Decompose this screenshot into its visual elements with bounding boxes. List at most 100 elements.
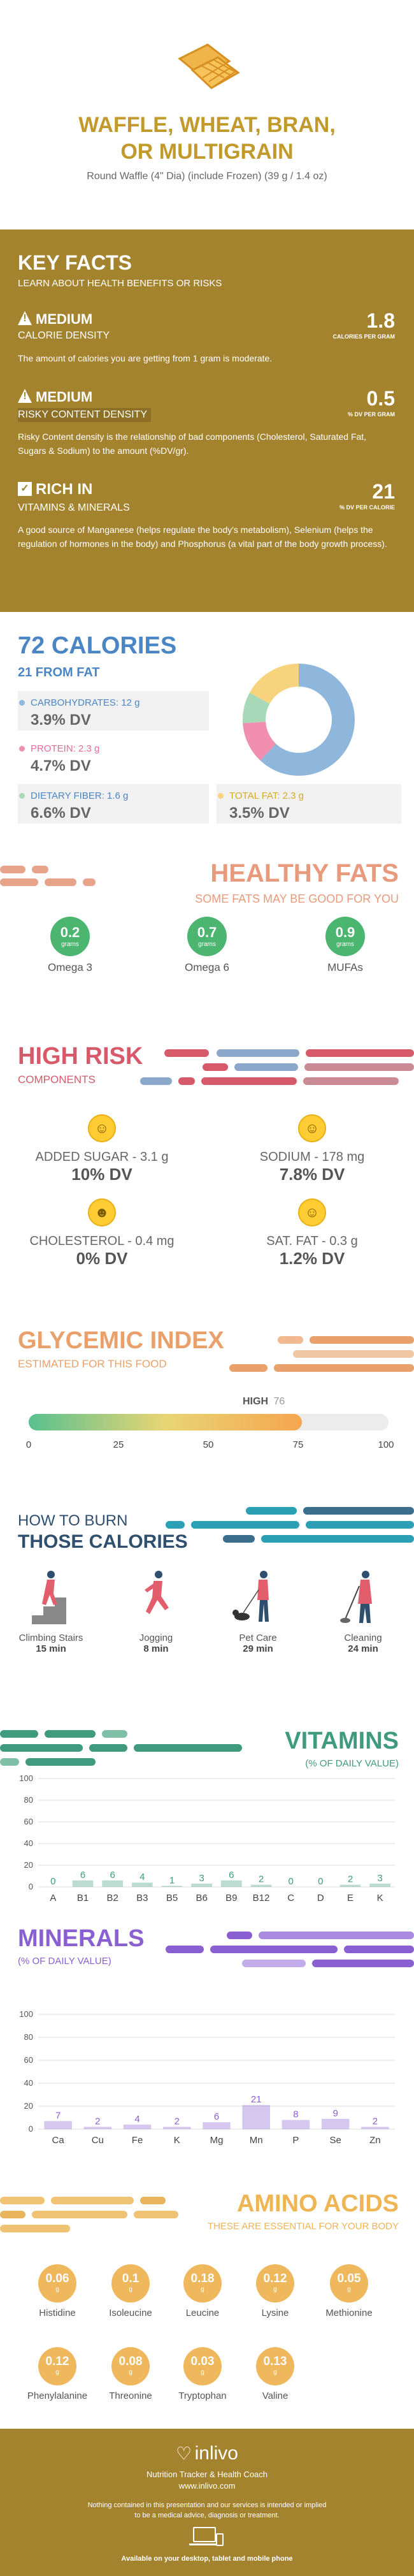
pet-care-icon xyxy=(232,1571,269,1622)
bar-B12 xyxy=(250,1884,272,1887)
calories-title: 72 CALORIES xyxy=(18,632,177,659)
gi-tick-75: 75 xyxy=(292,1439,304,1450)
protein-dv: 4.7% DV xyxy=(31,757,91,775)
amino-circle: 0.1 g xyxy=(111,2264,150,2303)
bar-B1 xyxy=(72,1880,94,1887)
amino-item: 0.12 g Lysine xyxy=(237,2264,313,2318)
bar-P xyxy=(282,2120,310,2129)
healthy-fats-title: HEALTHY FATS xyxy=(210,859,399,887)
donut-slice-fiber xyxy=(243,664,355,776)
bar-value-label: 2 xyxy=(259,1874,264,1885)
x-tick-label: Ca xyxy=(52,2135,65,2146)
brand-url[interactable]: www.inlivo.com xyxy=(178,2481,236,2491)
bar-Mn xyxy=(242,2105,270,2129)
amino-value: 0.12 xyxy=(263,2272,287,2285)
vitamins-bar-chart: 0 20 40 60 80 100 0 A 6 B1 6 B2 4 B3 1 B5 3 B6 6 B9 2 B12 0 C 0 D… xyxy=(19,1773,395,1903)
waffle-icon xyxy=(178,43,240,89)
sat-fat-dv: 1.2% DV xyxy=(279,1249,345,1268)
header: WAFFLE, WHEAT, BRAN, OR MULTIGRAIN Round… xyxy=(0,0,414,229)
bar-value-label: 8 xyxy=(293,2109,298,2120)
rich-in-value: 21 xyxy=(372,480,395,503)
healthy-fats-subtitle: SOME FATS MAY BE GOOD FOR YOU xyxy=(195,892,399,905)
bar-Zn xyxy=(361,2127,389,2129)
omega6-circle: 0.7 grams xyxy=(187,917,227,956)
amino-item: 0.13 g Valine xyxy=(237,2347,313,2401)
bar-value-label: 6 xyxy=(80,1870,85,1881)
cleaning-item: Cleaning 24 min xyxy=(318,1568,408,1654)
y-tick-label: 60 xyxy=(24,2055,33,2065)
burn-section: HOW TO BURN THOSE CALORIES Climbing Stai… xyxy=(0,1479,414,1702)
footer: ♡ inlivo Nutrition Tracker & Health Coac… xyxy=(0,2429,414,2576)
amino-name: Methionine xyxy=(325,2308,373,2318)
omega3-unit: grams xyxy=(61,941,79,948)
fiber-label: DIETARY FIBER: 1.6 g xyxy=(31,790,129,801)
y-tick-label: 0 xyxy=(29,2124,33,2134)
fiber-item: DIETARY FIBER: 1.6 g 6.6% DV xyxy=(18,784,209,824)
smiley-icon: ☺ xyxy=(298,1114,326,1142)
protein-label: PROTEIN: 2.3 g xyxy=(31,743,100,754)
calorie-density-value: 1.8 xyxy=(366,309,395,332)
cholesterol-dv: 0% DV xyxy=(76,1249,128,1268)
amino-name: Phenylalanine xyxy=(27,2390,88,2401)
sodium-label: SODIUM - 178 mg xyxy=(259,1150,365,1164)
bar-value-label: 3 xyxy=(377,1873,382,1884)
omega6-value: 0.7 xyxy=(197,924,217,940)
omega6-unit: grams xyxy=(198,941,216,948)
amino-name: Valine xyxy=(262,2390,289,2401)
y-tick-label: 80 xyxy=(24,1795,33,1805)
omega6-badge: 0.7 grams Omega 6 xyxy=(175,917,239,974)
key-facts-section: KEY FACTS LEARN ABOUT HEALTH BENEFITS OR… xyxy=(0,229,414,612)
amino-name: Lysine xyxy=(261,2308,289,2318)
x-tick-label: K xyxy=(174,2135,180,2146)
bar-value-label: 2 xyxy=(175,2116,180,2127)
risky-density-name: RISKY CONTENT DENSITY xyxy=(18,408,151,422)
glycemic-fill xyxy=(29,1414,303,1430)
calories-donut-chart xyxy=(243,664,355,776)
bar-B5 xyxy=(161,1886,183,1887)
added-sugar-label: ADDED SUGAR - 3.1 g xyxy=(35,1150,169,1164)
amino-value: 0.08 xyxy=(118,2355,143,2368)
omega3-value: 0.2 xyxy=(60,924,80,940)
vitamins-title: VITAMINS xyxy=(285,1728,399,1754)
bar-value-label: 6 xyxy=(229,1870,234,1881)
stairs-icon xyxy=(32,1571,66,1624)
bar-Fe xyxy=(123,2124,152,2129)
x-tick-label: Mn xyxy=(250,2135,263,2146)
x-tick-label: B1 xyxy=(77,1893,89,1903)
cleaning-time: 24 min xyxy=(348,1643,378,1654)
amino-unit: g xyxy=(273,2369,277,2376)
amino-value: 0.05 xyxy=(337,2272,361,2285)
calories-from-fat: 21 FROM FAT xyxy=(18,666,100,680)
cholesterol-item: ☻ CHOLESTEROL - 0.4 mg 0% DV xyxy=(6,1198,197,1269)
risky-density-level: MEDIUM xyxy=(36,389,93,405)
amino-item: 0.1 g Isoleucine xyxy=(92,2264,169,2318)
protein-dot xyxy=(19,746,25,752)
risky-density-value: 0.5 xyxy=(366,387,395,410)
key-facts-subtitle: LEARN ABOUT HEALTH BENEFITS OR RISKS xyxy=(18,278,222,289)
calorie-density-name: CALORIE DENSITY xyxy=(18,330,110,341)
x-tick-label: A xyxy=(50,1893,56,1903)
jogging-icon xyxy=(145,1571,169,1614)
smiley-icon: ☺ xyxy=(88,1114,116,1142)
amino-unit: g xyxy=(129,2286,132,2293)
mufas-name: MUFAs xyxy=(327,961,363,973)
sat-fat-label: SAT. FAT - 0.3 g xyxy=(266,1234,358,1248)
amino-item: 0.03 g Tryptophan xyxy=(164,2347,241,2401)
cleaning-icon xyxy=(340,1571,372,1623)
fat-dot xyxy=(218,793,224,799)
x-tick-label: K xyxy=(377,1893,383,1903)
available-text: Available on your desktop, tablet and mo… xyxy=(121,2555,293,2563)
amino-name: Isoleucine xyxy=(109,2308,152,2318)
minerals-subtitle: (% OF DAILY VALUE) xyxy=(18,1956,111,1967)
y-tick-label: 0 xyxy=(29,1882,33,1891)
bar-value-label: 4 xyxy=(139,1872,145,1882)
mufas-value: 0.9 xyxy=(335,924,355,940)
jogging-name: Jogging xyxy=(139,1633,173,1643)
burn-title-2: THOSE CALORIES xyxy=(18,1531,188,1552)
glycemic-title: GLYCEMIC INDEX xyxy=(18,1327,224,1354)
amino-value: 0.12 xyxy=(45,2355,69,2368)
glycemic-marker-label: HIGH 76 xyxy=(243,1396,285,1408)
stairs-name: Climbing Stairs xyxy=(18,1633,83,1643)
bar-value-label: 6 xyxy=(214,2111,219,2122)
brand-tagline: Nutrition Tracker & Health Coach xyxy=(146,2470,268,2479)
